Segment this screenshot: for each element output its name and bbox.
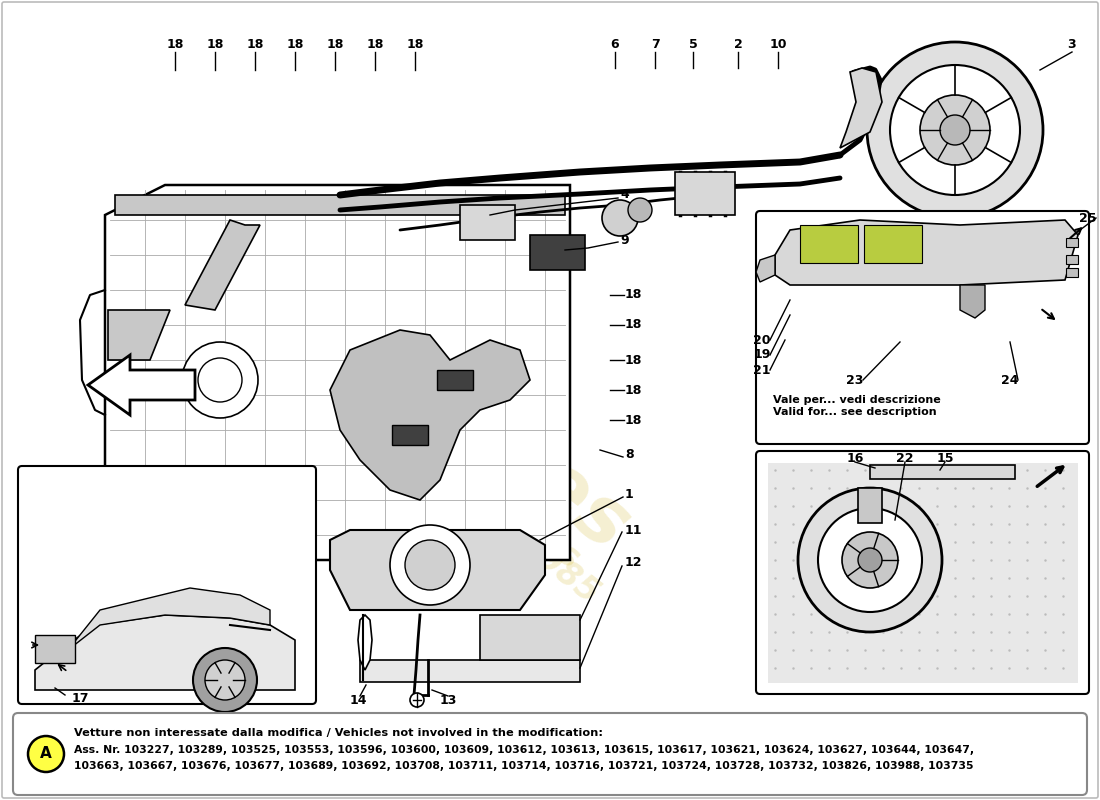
Text: 18: 18 [625,383,642,397]
Text: 18: 18 [207,38,223,51]
Text: 18: 18 [286,38,304,51]
Text: passionate: passionate [368,378,551,531]
Circle shape [842,532,898,588]
Polygon shape [108,310,170,360]
Text: 17: 17 [72,691,89,705]
Circle shape [818,508,922,612]
Bar [768,463,1078,683]
Circle shape [890,65,1020,195]
Text: 21: 21 [754,363,771,377]
Text: 10: 10 [769,38,786,51]
Circle shape [867,42,1043,218]
Circle shape [28,736,64,772]
Bar [858,488,882,523]
Polygon shape [185,220,260,310]
Text: 18: 18 [246,38,264,51]
Polygon shape [116,195,565,215]
Text: 18: 18 [625,354,642,366]
Text: 4: 4 [620,189,629,202]
Text: 23: 23 [846,374,864,386]
Circle shape [858,548,882,572]
Bar [460,205,515,240]
Text: Vetture non interessate dalla modifica / Vehicles not involved in the modificati: Vetture non interessate dalla modifica /… [74,728,603,738]
Text: 19: 19 [754,349,771,362]
Bar [1066,268,1078,277]
Polygon shape [88,355,195,415]
Circle shape [390,525,470,605]
Circle shape [940,115,970,145]
Text: eurospares: eurospares [196,193,645,567]
Circle shape [410,693,424,707]
Circle shape [798,488,942,632]
Text: 18: 18 [166,38,184,51]
Text: 20: 20 [754,334,771,346]
Polygon shape [358,615,372,670]
Polygon shape [35,615,295,690]
Text: 18: 18 [366,38,384,51]
Bar [1066,255,1078,264]
Circle shape [182,342,258,418]
Circle shape [405,540,455,590]
Text: 7: 7 [650,38,659,51]
Text: 25: 25 [1079,211,1097,225]
Circle shape [628,198,652,222]
Bar [1066,238,1078,247]
Bar [800,225,858,263]
Text: Ass. Nr. 103227, 103289, 103525, 103553, 103596, 103600, 103609, 103612, 103613,: Ass. Nr. 103227, 103289, 103525, 103553,… [74,745,975,755]
Bar [35,635,75,663]
Bar [864,225,922,263]
Text: 22: 22 [896,451,914,465]
Text: 103663, 103667, 103676, 103677, 103689, 103692, 103708, 103711, 103714, 103716, : 103663, 103667, 103676, 103677, 103689, … [74,761,974,771]
Text: 5: 5 [689,38,697,51]
FancyBboxPatch shape [756,451,1089,694]
Text: 18: 18 [625,414,642,426]
Text: 18: 18 [406,38,424,51]
Circle shape [920,95,990,165]
Bar [675,172,735,215]
Polygon shape [960,285,984,318]
Text: A: A [40,746,52,762]
Circle shape [192,648,257,712]
Polygon shape [104,185,570,560]
Text: 6: 6 [610,38,619,51]
Bar [437,370,473,390]
Text: 11: 11 [625,523,642,537]
Polygon shape [776,220,1078,285]
Bar [392,425,428,445]
Text: 9: 9 [620,234,628,246]
Text: 18: 18 [625,318,642,331]
Text: since 1985: since 1985 [426,460,605,610]
Text: 12: 12 [625,557,642,570]
Polygon shape [330,330,530,500]
Text: 15: 15 [936,451,954,465]
Text: 2: 2 [734,38,742,51]
FancyBboxPatch shape [18,466,316,704]
Text: 16: 16 [846,451,864,465]
Text: 18: 18 [625,289,642,302]
Text: Valid for... see description: Valid for... see description [773,407,936,417]
Text: Vale per... vedi descrizione: Vale per... vedi descrizione [773,395,940,405]
FancyBboxPatch shape [13,713,1087,795]
Text: 24: 24 [1001,374,1019,386]
Text: 14: 14 [350,694,366,706]
Text: 3: 3 [1068,38,1076,51]
Polygon shape [68,588,270,650]
Polygon shape [840,68,882,148]
Text: 18: 18 [327,38,343,51]
Bar [360,660,580,682]
Circle shape [602,200,638,236]
Text: 1: 1 [625,489,634,502]
Polygon shape [756,255,775,282]
FancyBboxPatch shape [756,211,1089,444]
Bar [870,465,1015,479]
Bar [530,235,585,270]
Text: 8: 8 [625,449,634,462]
Bar [480,615,580,660]
Polygon shape [330,530,544,610]
Text: about parts: about parts [394,414,586,575]
Circle shape [205,660,245,700]
Circle shape [198,358,242,402]
Text: 13: 13 [439,694,456,706]
